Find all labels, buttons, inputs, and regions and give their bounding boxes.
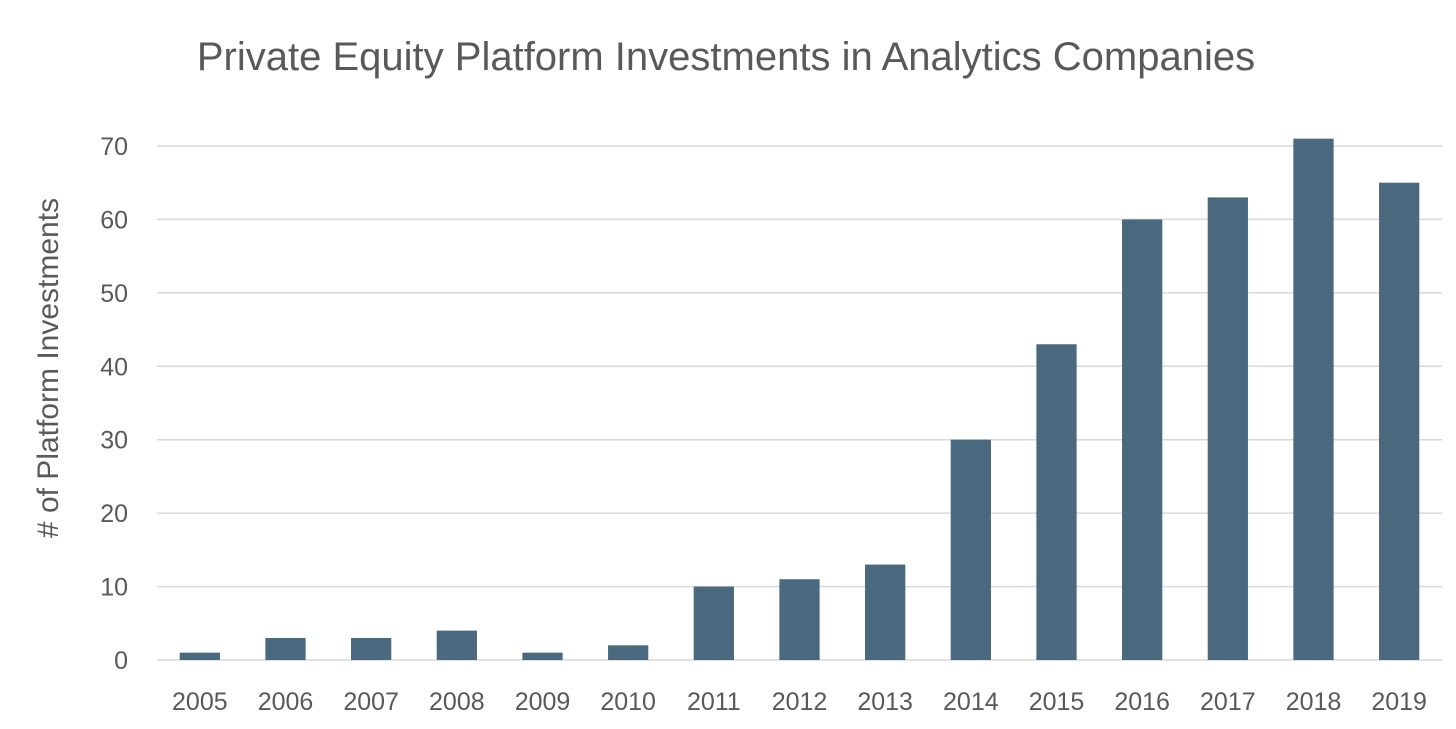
- x-tick-label: 2007: [343, 688, 399, 716]
- chart-title: Private Equity Platform Investments in A…: [197, 35, 1255, 79]
- y-tick-label: 0: [114, 647, 128, 675]
- x-tick-label: 2010: [600, 688, 656, 716]
- bar-2010: [608, 645, 649, 660]
- x-tick-label: 2015: [1029, 688, 1085, 716]
- bars: [179, 138, 1420, 660]
- y-tick-label: 40: [100, 353, 128, 381]
- x-tick-label: 2012: [772, 688, 828, 716]
- y-tick-label: 60: [100, 206, 128, 234]
- x-tick-label: 2008: [429, 688, 485, 716]
- bar-2013: [865, 564, 906, 660]
- bar-2005: [179, 652, 220, 660]
- bar-2006: [265, 637, 306, 660]
- x-tick-label: 2018: [1286, 688, 1342, 716]
- x-tick-label: 2006: [258, 688, 314, 716]
- x-tick-label: 2013: [857, 688, 913, 716]
- x-axis-ticks: 2005 2006 2007 2008 2009 2010 2011 2012 2013 2014…: [172, 688, 1427, 716]
- y-tick-label: 50: [100, 280, 128, 308]
- x-tick-label: 2009: [515, 688, 571, 716]
- bar-2011: [693, 586, 734, 660]
- bar-2008: [436, 630, 477, 660]
- x-tick-label: 2019: [1371, 688, 1427, 716]
- x-tick-label: 2005: [172, 688, 228, 716]
- x-tick-label: 2014: [943, 688, 999, 716]
- bar-2007: [351, 637, 392, 660]
- y-tick-label: 10: [100, 574, 128, 602]
- y-tick-label: 30: [100, 427, 128, 455]
- x-tick-label: 2011: [687, 688, 741, 716]
- bar-2016: [1122, 219, 1163, 660]
- y-axis-ticks: 0 10 20 30 40 50 60 70: [100, 133, 128, 675]
- bar-2009: [522, 652, 563, 660]
- bar-2018: [1293, 138, 1334, 660]
- bar-2019: [1379, 182, 1420, 660]
- gridlines: [157, 145, 1442, 661]
- bar-2012: [779, 579, 820, 660]
- y-tick-label: 20: [100, 500, 128, 528]
- bar-2017: [1207, 197, 1248, 660]
- y-tick-label: 70: [100, 133, 128, 161]
- x-tick-label: 2017: [1200, 688, 1256, 716]
- bar-2015: [1036, 344, 1077, 660]
- y-axis-title: # of Platform Investments: [32, 198, 65, 538]
- x-tick-label: 2016: [1114, 688, 1170, 716]
- bar-2014: [950, 439, 991, 660]
